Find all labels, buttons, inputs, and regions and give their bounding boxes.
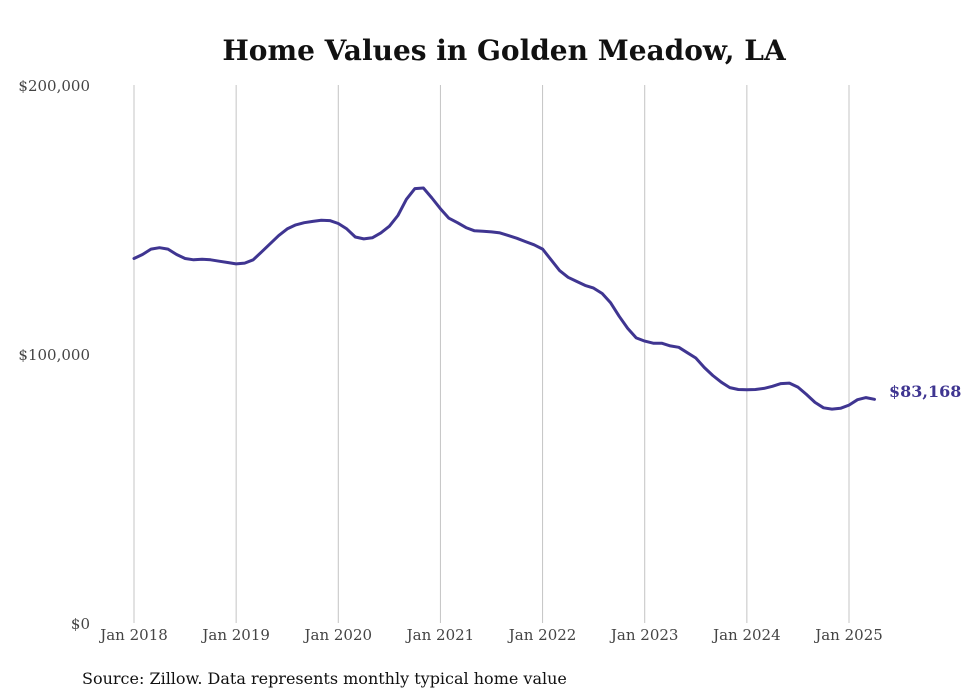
latest-value-label: $83,168: [889, 382, 961, 401]
y-tick-label: $0: [71, 615, 90, 633]
x-tick-label: Jan 2024: [711, 626, 781, 644]
source-note: Source: Zillow. Data represents monthly …: [82, 669, 567, 688]
home-value-series-line: [132, 186, 876, 411]
y-tick-label: $200,000: [18, 77, 90, 95]
x-tick-label: Jan 2025: [813, 626, 883, 644]
chart-title: Home Values in Golden Meadow, LA: [222, 34, 787, 67]
x-tick-label: Jan 2021: [405, 626, 475, 644]
x-axis-ticks: Jan 2018 Jan 2019 Jan 2020 Jan 2021 Jan 2022…: [98, 626, 883, 644]
x-tick-label: Jan 2023: [609, 626, 679, 644]
vertical-gridlines: [133, 85, 850, 623]
x-tick-label: Jan 2019: [200, 626, 270, 644]
y-tick-label: $100,000: [18, 346, 90, 364]
y-axis-ticks: $0 $100,000 $200,000: [18, 77, 90, 633]
x-tick-label: Jan 2020: [303, 626, 373, 644]
x-tick-label: Jan 2018: [98, 626, 168, 644]
x-tick-label: Jan 2022: [507, 626, 577, 644]
